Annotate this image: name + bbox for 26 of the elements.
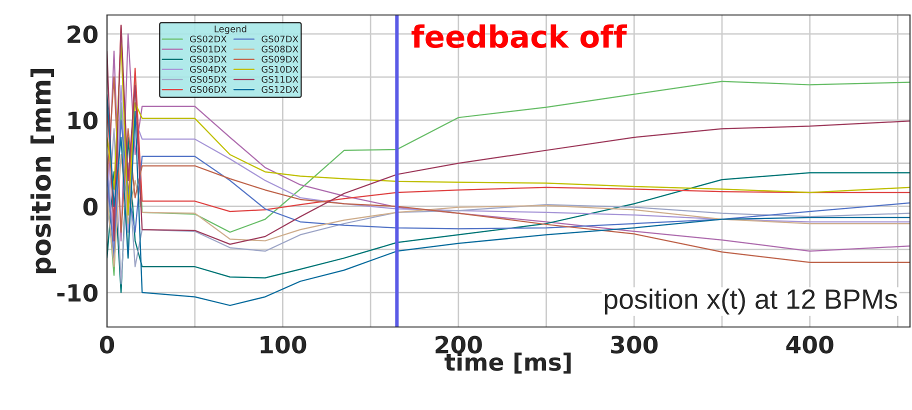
x-tick-label: 300	[611, 336, 658, 354]
legend-label: GS12DX	[262, 86, 298, 93]
legend-label: GS03DX	[190, 56, 227, 63]
x-axis-title: time [ms]	[444, 352, 571, 374]
x-tick-label: 100	[260, 336, 306, 354]
x-tick-label: 400	[786, 336, 834, 354]
legend-title: Legend	[214, 25, 246, 34]
x-tick-label: 200	[436, 336, 482, 354]
ref-line-label: feedback off	[412, 24, 628, 48]
legend-label: GS01DX	[190, 46, 227, 53]
legend-label: GS05DX	[190, 76, 227, 83]
y-tick-label: -10	[57, 284, 98, 302]
legend-label: GS06DX	[190, 86, 227, 93]
y-tick-label: 0	[83, 198, 98, 216]
legend-label: GS10DX	[262, 66, 298, 73]
legend-label: GS08DX	[262, 46, 298, 53]
legend-label: GS11DX	[262, 76, 298, 83]
x-tick-label: 0	[100, 336, 114, 354]
annotation: position x(t) at 12 BPMs	[604, 288, 897, 315]
legend-label: GS02DX	[190, 36, 227, 42]
legend-label: GS09DX	[262, 56, 298, 63]
legend-label: GS07DX	[262, 36, 298, 42]
legend-label: GS04DX	[190, 66, 227, 73]
y-tick-label: 20	[68, 25, 98, 44]
y-axis-title: position [mm]	[30, 68, 56, 274]
y-tick-label: 10	[68, 112, 98, 130]
